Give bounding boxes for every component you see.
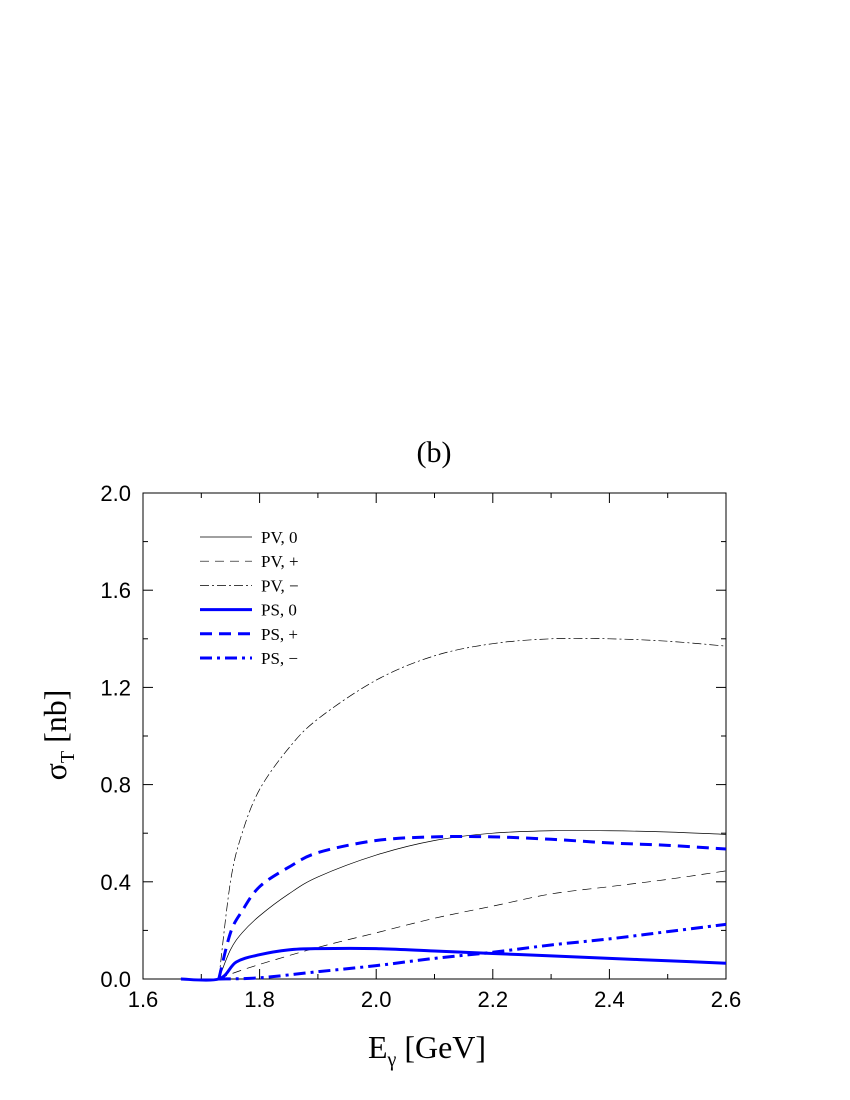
y-tick-label: 0.4	[100, 870, 131, 895]
x-axis-label: Eγ [GeV]	[368, 1029, 486, 1071]
series-line-2	[218, 870, 727, 980]
series-layer	[180, 637, 727, 982]
x-axis-label-sub: γ	[386, 1049, 396, 1071]
chart-title: (b)	[417, 436, 452, 469]
y-axis-label-unit: [nb]	[37, 690, 73, 751]
legend-label: PS, −	[261, 649, 298, 668]
x-tick-labels: 1.6 1.8 2.0 2.2 2.4 2.6	[128, 987, 742, 1012]
series-line-3	[218, 637, 727, 980]
y-tick-label: 0.8	[100, 773, 131, 798]
legend-label: PS, 0	[261, 601, 297, 620]
x-tick-label: 2.0	[361, 987, 392, 1012]
x-tick-label: 1.8	[244, 987, 275, 1012]
y-axis-label-sub: T	[57, 751, 79, 763]
y-axis-label-main: σ	[37, 763, 73, 780]
axis-ticks	[142, 492, 727, 980]
legend-label: PV, +	[261, 552, 299, 571]
series-line-4	[180, 946, 727, 982]
legend-label: PV, −	[261, 576, 299, 595]
legend: PV, 0 PV, + PV, − PS, 0 PS, + PS, −	[200, 528, 299, 668]
x-tick-label: 2.2	[478, 987, 509, 1012]
series-line-5	[217, 834, 727, 980]
legend-label: PS, +	[261, 625, 298, 644]
y-axis-label: σT [nb]	[37, 690, 79, 781]
plot-frame	[142, 492, 727, 980]
x-axis-label-unit: [GeV]	[396, 1029, 486, 1065]
x-tick-label: 2.6	[711, 987, 742, 1012]
y-tick-label: 1.2	[100, 675, 131, 700]
y-tick-label: 1.6	[100, 578, 131, 603]
series-line-1	[218, 830, 727, 980]
legend-label: PV, 0	[261, 528, 298, 547]
y-tick-label: 0.0	[100, 967, 131, 992]
x-tick-label: 1.6	[128, 987, 159, 1012]
x-axis-label-main: E	[368, 1029, 388, 1065]
series-line-6	[218, 922, 727, 981]
y-tick-label: 2.0	[100, 481, 131, 506]
x-tick-label: 2.4	[594, 987, 625, 1012]
y-tick-labels: 0.0 0.4 0.8 1.2 1.6 2.0	[100, 481, 131, 992]
